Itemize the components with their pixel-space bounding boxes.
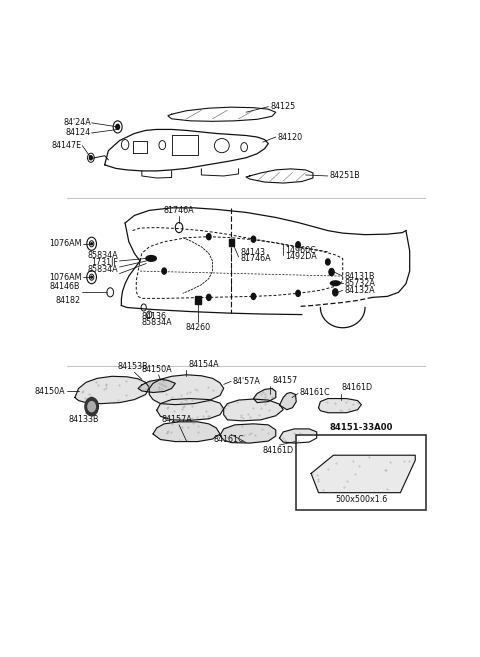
Polygon shape xyxy=(253,388,276,403)
Text: 85834A: 85834A xyxy=(87,265,118,273)
Text: 84133B: 84133B xyxy=(69,415,99,424)
Circle shape xyxy=(116,124,120,129)
Circle shape xyxy=(206,234,211,240)
Circle shape xyxy=(296,242,300,248)
Text: 500x500x1.6: 500x500x1.6 xyxy=(335,495,387,504)
Polygon shape xyxy=(75,376,149,403)
Circle shape xyxy=(329,269,334,276)
Text: 84161C: 84161C xyxy=(300,388,331,397)
Text: 81746A: 81746A xyxy=(164,206,194,215)
Text: 84151-33A00: 84151-33A00 xyxy=(330,423,393,432)
Circle shape xyxy=(325,259,330,265)
Circle shape xyxy=(85,397,98,416)
Polygon shape xyxy=(138,379,175,392)
Polygon shape xyxy=(224,399,283,421)
Text: 84157: 84157 xyxy=(272,376,297,386)
Polygon shape xyxy=(319,399,361,413)
Text: 1492DA: 1492DA xyxy=(285,252,317,261)
Text: 84161C: 84161C xyxy=(214,436,245,445)
Text: 1076AM: 1076AM xyxy=(49,239,82,248)
Text: 84131B: 84131B xyxy=(345,271,375,281)
Bar xyxy=(228,239,234,246)
Polygon shape xyxy=(156,399,224,420)
Text: 84161D: 84161D xyxy=(262,445,293,455)
Text: 84124: 84124 xyxy=(66,129,91,137)
Text: 84125: 84125 xyxy=(270,102,295,111)
Text: 84154A: 84154A xyxy=(188,360,219,369)
Text: 84136: 84136 xyxy=(142,311,167,321)
Text: 14960C: 14960C xyxy=(285,246,316,255)
Text: 84157A: 84157A xyxy=(162,415,192,424)
Text: 84182: 84182 xyxy=(55,296,81,305)
Circle shape xyxy=(296,290,300,296)
Circle shape xyxy=(333,289,338,296)
Text: 84150A: 84150A xyxy=(142,365,172,374)
Text: 84161D: 84161D xyxy=(342,384,373,392)
Bar xyxy=(195,296,201,304)
Text: 84251B: 84251B xyxy=(330,171,360,181)
Text: 84147E: 84147E xyxy=(51,141,82,150)
Polygon shape xyxy=(153,422,220,442)
Polygon shape xyxy=(311,455,415,493)
Circle shape xyxy=(91,276,92,278)
Ellipse shape xyxy=(145,255,157,262)
Circle shape xyxy=(251,236,256,242)
Text: 84'57A: 84'57A xyxy=(233,377,261,386)
Text: 84'24A: 84'24A xyxy=(63,118,91,127)
Circle shape xyxy=(88,401,96,412)
Circle shape xyxy=(206,294,211,300)
Circle shape xyxy=(89,156,92,160)
Bar xyxy=(296,435,426,510)
Circle shape xyxy=(251,293,256,300)
Text: 81746A: 81746A xyxy=(240,254,271,263)
Text: 85834A: 85834A xyxy=(142,317,172,327)
Polygon shape xyxy=(220,424,276,443)
Text: 1076AM: 1076AM xyxy=(49,273,82,282)
Text: 85834A: 85834A xyxy=(87,252,118,260)
Text: 84120: 84120 xyxy=(277,133,303,141)
Text: 84153B: 84153B xyxy=(117,362,148,371)
Text: 1731JF: 1731JF xyxy=(91,258,118,267)
Text: 84132A: 84132A xyxy=(345,286,375,295)
Text: 84150A: 84150A xyxy=(35,387,66,396)
Polygon shape xyxy=(279,429,317,443)
Text: 84260: 84260 xyxy=(185,323,210,332)
Polygon shape xyxy=(279,392,296,410)
Text: 85732A: 85732A xyxy=(345,279,375,288)
Circle shape xyxy=(91,242,92,245)
Polygon shape xyxy=(149,374,224,405)
Text: 84146B: 84146B xyxy=(50,283,81,291)
Ellipse shape xyxy=(330,280,341,286)
Text: 84143: 84143 xyxy=(240,248,265,257)
Circle shape xyxy=(162,268,167,274)
